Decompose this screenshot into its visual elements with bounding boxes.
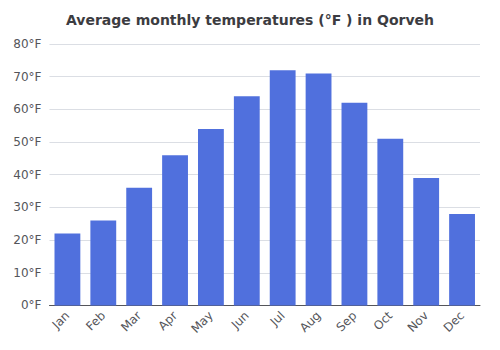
svg-text:Jul: Jul (267, 309, 288, 330)
svg-text:60°F: 60°F (13, 102, 41, 116)
svg-text:80°F: 80°F (13, 37, 41, 51)
svg-text:May: May (188, 309, 215, 336)
svg-text:Aug: Aug (297, 309, 323, 335)
svg-text:10°F: 10°F (13, 266, 41, 280)
svg-text:50°F: 50°F (13, 135, 41, 149)
svg-text:Jun: Jun (228, 309, 252, 333)
svg-text:Feb: Feb (83, 309, 108, 334)
svg-text:Oct: Oct (371, 308, 396, 333)
svg-text:Mar: Mar (118, 308, 144, 334)
svg-text:Dec: Dec (441, 309, 467, 335)
svg-text:Jan: Jan (49, 309, 73, 333)
svg-text:Nov: Nov (405, 309, 431, 335)
svg-text:0°F: 0°F (21, 298, 42, 312)
svg-text:70°F: 70°F (13, 70, 41, 84)
svg-text:Sep: Sep (334, 309, 360, 335)
svg-text:40°F: 40°F (13, 168, 41, 182)
svg-text:Apr: Apr (155, 308, 180, 333)
svg-text:20°F: 20°F (13, 233, 41, 247)
svg-text:Average monthly temperatures (: Average monthly temperatures (°F ) in Qo… (66, 12, 434, 28)
svg-text:30°F: 30°F (13, 200, 41, 214)
